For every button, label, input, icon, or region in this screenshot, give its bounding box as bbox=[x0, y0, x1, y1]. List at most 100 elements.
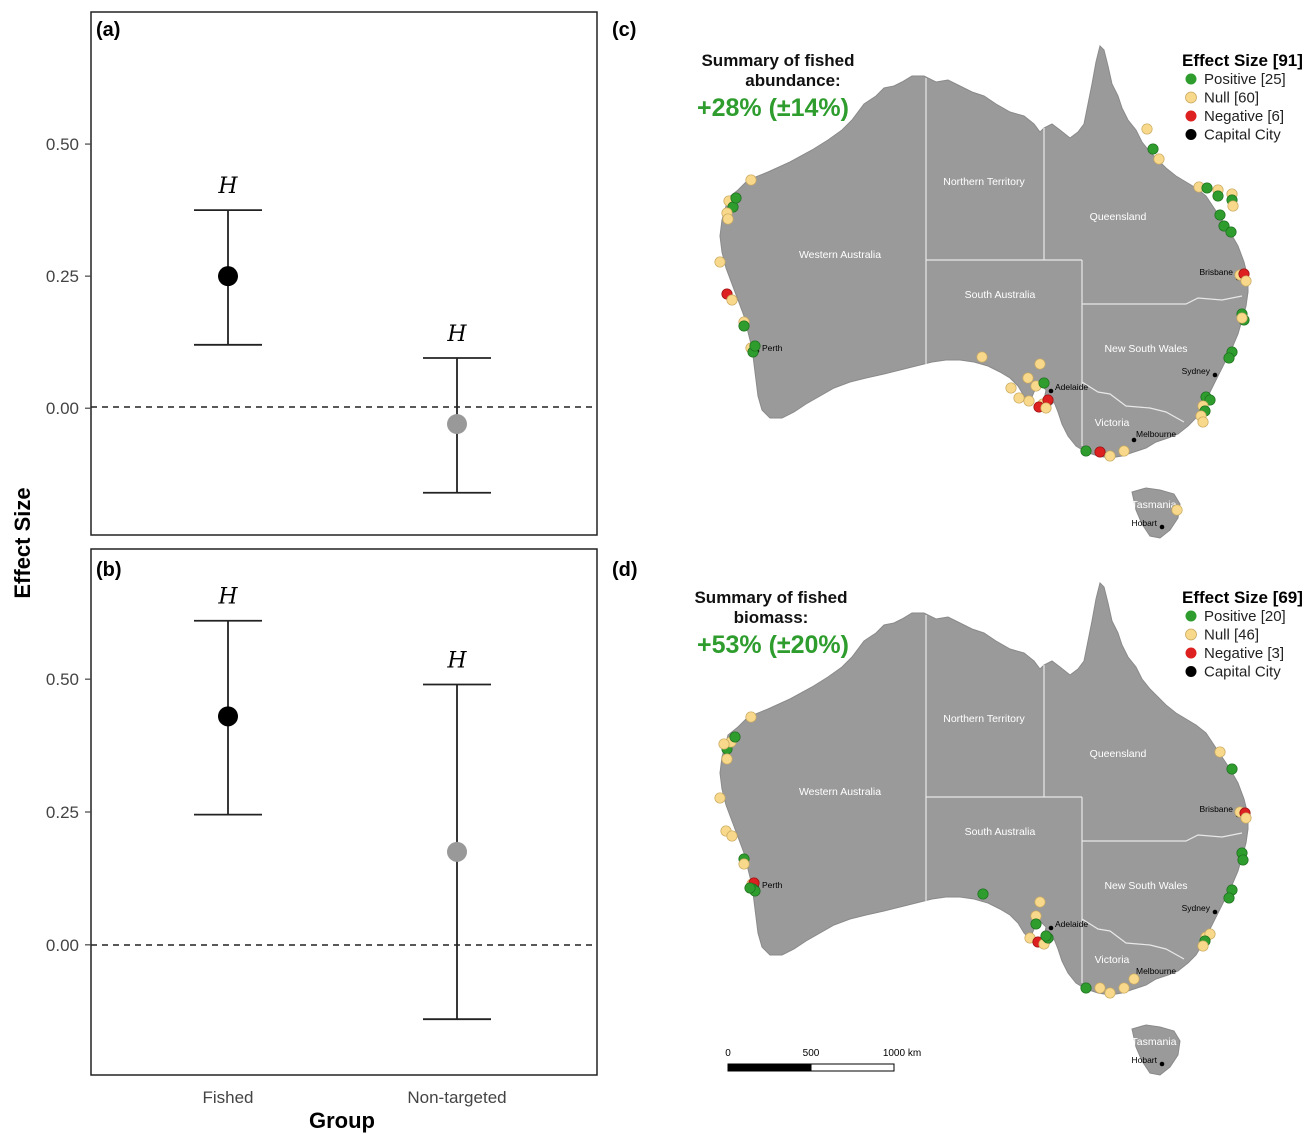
x-axis-title: Group bbox=[309, 1108, 375, 1133]
site-point-null bbox=[1104, 450, 1116, 462]
y-tick-label-b: 0.00 bbox=[46, 936, 79, 955]
site-point-null bbox=[714, 792, 726, 804]
summary-title-d-line1: Summary of fished bbox=[694, 588, 847, 607]
legend-label-0: Null [60] bbox=[1204, 90, 1259, 107]
city-label-d: Adelaide bbox=[1055, 919, 1088, 929]
legend-label-0: Negative [6] bbox=[1204, 108, 1284, 125]
site-point-positive bbox=[1237, 854, 1249, 866]
legend-marker-0 bbox=[1185, 73, 1197, 85]
panel-b-tag: (b) bbox=[96, 559, 122, 581]
summary-value-d: +53% (±20%) bbox=[697, 631, 849, 659]
x-tick-fished: Fished bbox=[202, 1088, 253, 1107]
site-point-null bbox=[1118, 445, 1130, 457]
legend-label-1: Positive [20] bbox=[1204, 608, 1286, 625]
city-label-d: Perth bbox=[762, 880, 783, 890]
site-point-null bbox=[745, 711, 757, 723]
site-point-null bbox=[718, 738, 730, 750]
city-label-d: Brisbane bbox=[1199, 804, 1233, 814]
estimates-a: HH bbox=[194, 174, 491, 494]
panel-a-tag: (a) bbox=[96, 19, 120, 41]
site-point-positive bbox=[744, 882, 756, 894]
site-point-null bbox=[1197, 416, 1209, 428]
site-point-positive bbox=[1080, 445, 1092, 457]
site-point-positive bbox=[1147, 143, 1159, 155]
estimates-b: HH bbox=[194, 585, 491, 1021]
map-d: (d) Western Australia Northern Territory Q… bbox=[612, 559, 1303, 1076]
state-label-c: Western Australia bbox=[799, 249, 881, 261]
y-axis-title: Effect Size bbox=[10, 487, 35, 598]
state-label-c: New South Wales bbox=[1104, 343, 1187, 355]
site-point-positive bbox=[738, 320, 750, 332]
site-point-null bbox=[1034, 358, 1046, 370]
state-label-c: Northern Territory bbox=[943, 176, 1025, 188]
site-point-null bbox=[1128, 973, 1140, 985]
site-point-positive bbox=[1080, 982, 1092, 994]
y-tick-label-b: 0.50 bbox=[46, 670, 79, 689]
city-label-c: Sydney bbox=[1182, 366, 1211, 376]
state-label-c: Queensland bbox=[1090, 211, 1147, 223]
summary-title-c-line1: Summary of fished bbox=[701, 51, 854, 70]
site-point-null bbox=[1197, 940, 1209, 952]
site-point-null bbox=[1104, 987, 1116, 999]
site-point-null bbox=[1240, 812, 1252, 824]
legend-marker-0 bbox=[1185, 110, 1197, 122]
legend-title-1: Effect Size [69] bbox=[1182, 588, 1303, 607]
map-c: (c) Western Australia Northern Territory Q… bbox=[612, 19, 1303, 539]
legend-label-1: Null [46] bbox=[1204, 627, 1259, 644]
scale-bar-white bbox=[810, 1063, 895, 1072]
significance-label-a-1: H bbox=[446, 322, 467, 347]
site-point-null bbox=[1023, 395, 1035, 407]
site-point-null bbox=[1118, 982, 1130, 994]
legend-label-1: Capital City bbox=[1204, 664, 1281, 681]
legend-label-0: Positive [25] bbox=[1204, 71, 1286, 88]
city-label-d: Hobart bbox=[1131, 1055, 1157, 1065]
panel-a-frame bbox=[90, 11, 598, 536]
panel-c-tag: (c) bbox=[612, 19, 636, 41]
panel-b-frame bbox=[90, 548, 598, 1076]
city-label-c: Melbourne bbox=[1136, 429, 1176, 439]
legend-marker-1 bbox=[1185, 628, 1197, 641]
site-point-positive bbox=[1223, 892, 1235, 904]
site-point-null bbox=[738, 858, 750, 870]
site-point-positive bbox=[977, 888, 989, 900]
city-label-c: Adelaide bbox=[1055, 382, 1088, 392]
site-point-positive bbox=[1030, 918, 1042, 930]
site-points-d bbox=[714, 711, 1252, 999]
state-label-d: Tasmania bbox=[1132, 1036, 1177, 1048]
site-point-positive bbox=[1226, 763, 1238, 775]
site-point-null bbox=[745, 174, 757, 186]
estimate-point-b-1 bbox=[447, 841, 467, 862]
y-tick-label-a: 0.25 bbox=[46, 267, 79, 286]
site-point-null bbox=[1236, 312, 1248, 324]
site-point-positive bbox=[1040, 930, 1052, 942]
estimate-point-a-1 bbox=[447, 414, 467, 435]
legend-label-1: Negative [3] bbox=[1204, 645, 1284, 662]
forest-plot-a: (a) 0.500.250.00 HH bbox=[46, 11, 598, 536]
x-tick-non-targeted: Non-targeted bbox=[407, 1088, 506, 1107]
legend-marker-1 bbox=[1185, 610, 1197, 622]
site-point-positive bbox=[730, 192, 742, 204]
state-label-d: South Australia bbox=[965, 826, 1036, 838]
state-label-c: Victoria bbox=[1095, 417, 1130, 429]
legend-marker-1 bbox=[1185, 666, 1197, 677]
site-point-positive bbox=[729, 731, 741, 743]
site-point-null bbox=[726, 294, 738, 306]
scale-label-0: 0 bbox=[725, 1048, 731, 1059]
state-label-c: South Australia bbox=[965, 289, 1036, 301]
scale-bar: 0 500 1000 km bbox=[725, 1048, 921, 1072]
panel-d-tag: (d) bbox=[612, 559, 638, 581]
city-label-c: Brisbane bbox=[1199, 267, 1233, 277]
summary-title-d-line2: biomass: bbox=[734, 608, 809, 627]
city-label-c: Perth bbox=[762, 343, 783, 353]
scale-bar-black bbox=[727, 1063, 812, 1072]
city-label-d: Melbourne bbox=[1136, 966, 1176, 976]
site-point-positive bbox=[1218, 220, 1230, 232]
site-point-null bbox=[1227, 200, 1239, 212]
site-point-positive bbox=[749, 340, 761, 352]
site-point-negative bbox=[1094, 446, 1106, 458]
city-label-d: Sydney bbox=[1182, 903, 1211, 913]
state-label-d: Western Australia bbox=[799, 786, 881, 798]
y-ticks-a: 0.50 0.25 0.00 bbox=[46, 135, 91, 418]
site-point-positive bbox=[1214, 209, 1226, 221]
